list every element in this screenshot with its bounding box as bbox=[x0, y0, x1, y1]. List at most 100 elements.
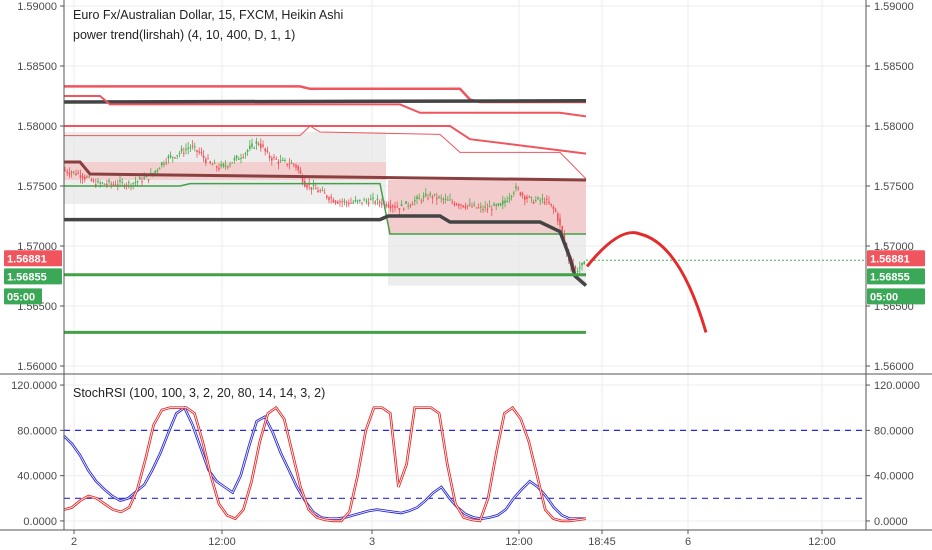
candle-body bbox=[257, 143, 260, 145]
candle-body bbox=[447, 199, 449, 201]
candle-body bbox=[277, 161, 280, 164]
candle-body bbox=[64, 170, 66, 172]
candle-body bbox=[73, 171, 75, 173]
candle-body bbox=[550, 203, 552, 206]
candle-body bbox=[389, 205, 392, 209]
candle-body bbox=[453, 203, 456, 206]
candle-body bbox=[420, 200, 423, 202]
candle-body bbox=[90, 179, 93, 181]
candle-body bbox=[513, 192, 515, 194]
candle-body bbox=[240, 157, 242, 159]
stoch-right-tick-label: 0.0000 bbox=[874, 516, 908, 528]
candle-body bbox=[537, 197, 539, 199]
candle-body bbox=[530, 196, 533, 199]
candle-body bbox=[444, 198, 447, 200]
candle-body bbox=[121, 181, 123, 183]
candle-body bbox=[99, 182, 101, 184]
candle-body bbox=[497, 203, 500, 206]
candle-body bbox=[554, 209, 557, 212]
candle-body bbox=[207, 158, 209, 160]
stoch-left-tick-label: 40.0000 bbox=[17, 471, 57, 483]
candle-body bbox=[68, 172, 71, 175]
candle-body bbox=[317, 190, 319, 193]
candle-body bbox=[97, 180, 99, 183]
left-countdown-tag-bg bbox=[4, 288, 42, 305]
candle-body bbox=[211, 164, 214, 166]
candle-body bbox=[238, 158, 240, 160]
candle-body bbox=[169, 155, 172, 158]
candle-body bbox=[180, 148, 183, 152]
candle-body bbox=[477, 207, 480, 209]
right-price-tick-label: 1.57500 bbox=[874, 181, 914, 193]
candle-body bbox=[260, 143, 262, 149]
candle-body bbox=[411, 204, 414, 206]
candle-body bbox=[191, 145, 194, 147]
stoch-left-tick-label: 120.0000 bbox=[11, 380, 57, 392]
candle-body bbox=[548, 201, 550, 204]
candle-body bbox=[491, 209, 493, 211]
candle-body bbox=[249, 145, 251, 149]
left-last-price-tag-bg bbox=[4, 250, 62, 267]
candle-body bbox=[77, 172, 79, 174]
candle-body bbox=[403, 208, 405, 210]
candle-body bbox=[279, 160, 282, 162]
main-legend-title: Euro Fx/Australian Dollar, 15, FXCM, Hei… bbox=[73, 8, 343, 22]
candle-body bbox=[297, 166, 299, 171]
candle-body bbox=[92, 180, 95, 182]
candle-body bbox=[464, 206, 467, 209]
left-price-tick-label: 1.58000 bbox=[17, 121, 57, 133]
time-tick-label: 2 bbox=[71, 536, 77, 548]
candle-body bbox=[535, 199, 537, 201]
candle-body bbox=[345, 202, 348, 204]
right-price-tick-label: 1.59000 bbox=[874, 1, 914, 13]
candle-body bbox=[106, 183, 108, 185]
candle-body bbox=[321, 190, 324, 192]
candle-body bbox=[458, 204, 460, 207]
candle-body bbox=[286, 163, 288, 165]
candle-body bbox=[326, 195, 328, 198]
candle-body bbox=[462, 205, 464, 208]
candle-body bbox=[521, 193, 524, 196]
candle-body bbox=[75, 173, 77, 176]
candle-body bbox=[581, 262, 583, 266]
candle-body bbox=[356, 200, 359, 202]
candle-body bbox=[224, 165, 227, 167]
candle-body bbox=[295, 164, 297, 168]
candle-body bbox=[524, 196, 526, 200]
candle-body bbox=[460, 204, 462, 206]
candle-body bbox=[438, 196, 440, 198]
candle-body bbox=[143, 177, 145, 179]
candle-body bbox=[220, 164, 222, 167]
candle-body bbox=[290, 163, 293, 165]
stoch-right-tick-label: 40.0000 bbox=[874, 471, 914, 483]
candle-body bbox=[189, 147, 192, 149]
candle-body bbox=[264, 148, 266, 152]
stoch-series-highlight-1 bbox=[63, 407, 587, 522]
candle-body bbox=[436, 197, 438, 200]
candle-body bbox=[396, 206, 398, 208]
candle-body bbox=[231, 162, 233, 164]
candle-body bbox=[418, 197, 420, 200]
time-tick-label: 12:00 bbox=[808, 536, 836, 548]
candle-body bbox=[200, 152, 203, 154]
candle-body bbox=[163, 163, 165, 165]
candle-body bbox=[508, 197, 511, 200]
time-tick-label: 12:00 bbox=[208, 536, 236, 548]
candle-body bbox=[425, 193, 427, 196]
candle-body bbox=[183, 152, 185, 154]
right-bid-price-tag-bg bbox=[867, 268, 925, 285]
candle-body bbox=[119, 180, 121, 182]
candle-body bbox=[242, 156, 244, 158]
candle-body bbox=[330, 196, 332, 199]
left-price-tick-label: 1.57000 bbox=[17, 241, 57, 253]
candle-body bbox=[484, 206, 486, 208]
candle-body bbox=[381, 203, 383, 205]
candle-body bbox=[442, 198, 445, 200]
candle-body bbox=[108, 180, 110, 182]
candle-body bbox=[306, 184, 308, 188]
candle-body bbox=[319, 190, 321, 192]
candle-body bbox=[156, 170, 159, 172]
candle-body bbox=[103, 183, 106, 185]
candle-body bbox=[315, 188, 317, 190]
